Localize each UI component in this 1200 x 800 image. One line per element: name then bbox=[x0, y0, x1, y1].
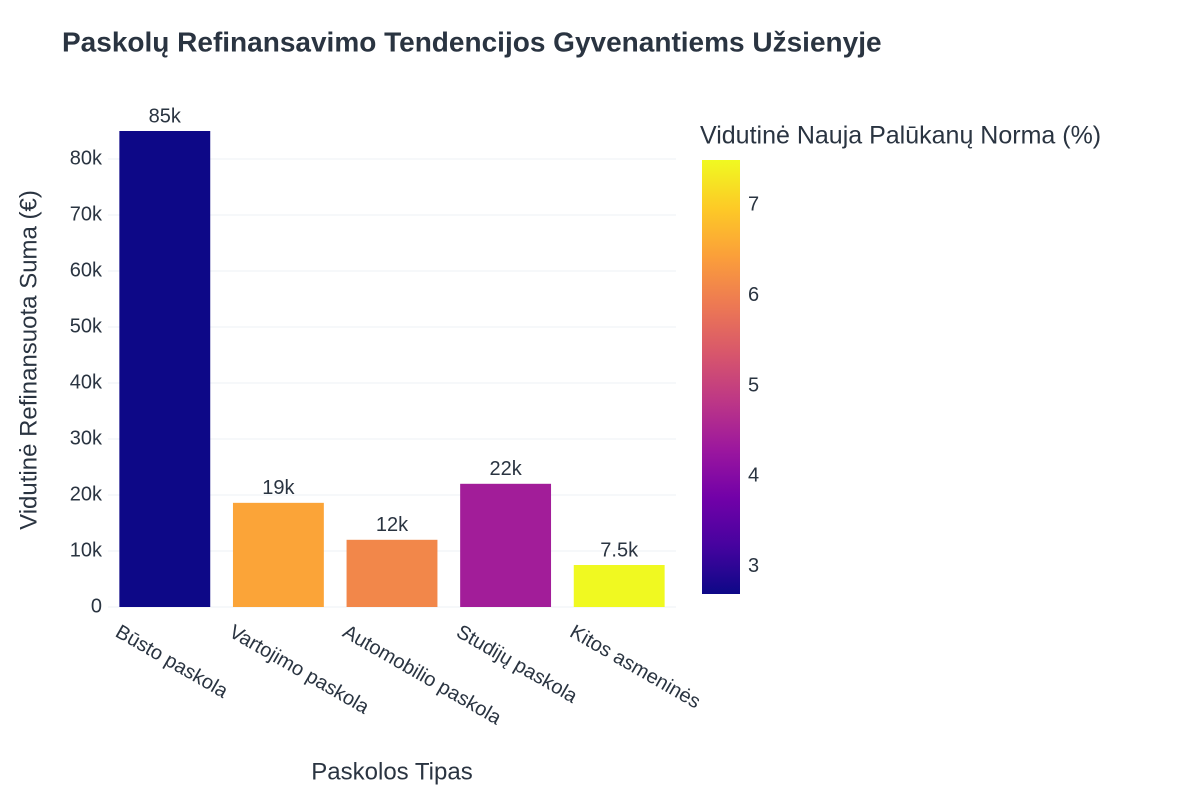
y-tick-label: 50k bbox=[70, 315, 103, 337]
y-tick-label: 60k bbox=[70, 259, 103, 281]
y-tick-label: 20k bbox=[70, 483, 103, 505]
y-axis-title: Vidutinė Refinansuota Suma (€) bbox=[15, 190, 42, 530]
value-label: 19k bbox=[262, 477, 295, 499]
bar bbox=[119, 131, 211, 607]
bar bbox=[232, 502, 324, 607]
y-tick-label: 30k bbox=[70, 427, 103, 449]
x-axis-title: Paskolos Tipas bbox=[311, 758, 472, 785]
colorbar-title: Vidutinė Nauja Palūkanų Norma (%) bbox=[700, 122, 1101, 150]
value-label: 12k bbox=[376, 514, 409, 536]
y-tick-label: 80k bbox=[70, 147, 103, 169]
bar bbox=[346, 539, 438, 607]
bar bbox=[573, 565, 665, 607]
colorbar-tick-label: 3 bbox=[748, 555, 759, 577]
value-label: 85k bbox=[149, 105, 182, 127]
chart-title: Paskolų Refinansavimo Tendencijos Gyvena… bbox=[62, 26, 882, 57]
colorbar-tick-label: 7 bbox=[748, 193, 759, 215]
colorbar bbox=[702, 160, 740, 594]
colorbar-tick-label: 6 bbox=[748, 284, 759, 306]
colorbar-tick-label: 4 bbox=[748, 465, 759, 487]
x-tick-label: Kitos asmeninės bbox=[566, 621, 704, 713]
value-label: 7.5k bbox=[600, 539, 639, 561]
bar bbox=[460, 483, 552, 607]
x-tick-label: Būsto paskola bbox=[112, 621, 233, 703]
y-tick-label: 40k bbox=[70, 371, 103, 393]
y-tick-label: 0 bbox=[91, 595, 102, 617]
y-tick-label: 70k bbox=[70, 203, 103, 225]
colorbar-tick-label: 5 bbox=[748, 374, 759, 396]
y-tick-label: 10k bbox=[70, 539, 103, 561]
value-label: 22k bbox=[489, 458, 522, 480]
